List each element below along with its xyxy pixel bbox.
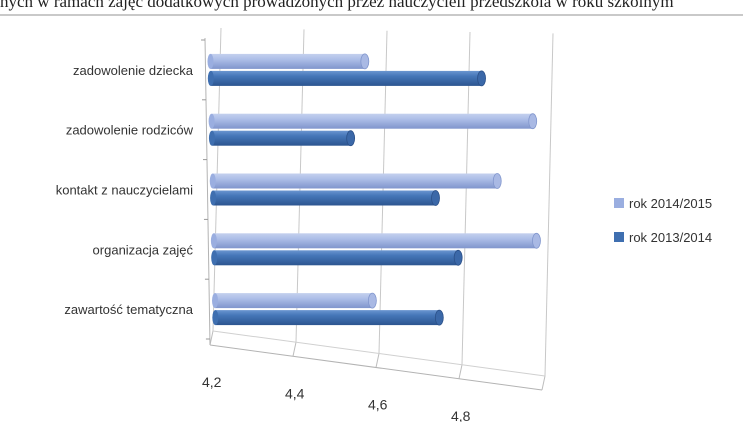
gridline-floor bbox=[292, 342, 297, 357]
page-header-strip: nych w ramach zajęć dodatkowych prowadzo… bbox=[0, 0, 743, 16]
bar bbox=[208, 130, 356, 147]
bar bbox=[207, 70, 486, 87]
category-label: organizacja zajęć bbox=[93, 242, 194, 257]
bar-end-cap bbox=[453, 249, 463, 266]
bar-body bbox=[210, 70, 482, 86]
bar-start-cap bbox=[207, 70, 214, 86]
legend-label: rok 2013/2014 bbox=[629, 229, 713, 245]
bar bbox=[209, 173, 502, 189]
x-tick-label: 5 bbox=[534, 419, 542, 422]
legend-item: rok 2013/2014 bbox=[614, 226, 712, 248]
bar-body bbox=[210, 53, 365, 69]
category-label: zawartość tematyczna bbox=[64, 302, 193, 317]
bar-end-cap bbox=[431, 190, 440, 206]
category-label: zadowolenie rodziców bbox=[66, 123, 194, 138]
bar-body bbox=[211, 113, 533, 129]
bar-end-cap bbox=[528, 113, 538, 130]
bar-start-cap bbox=[208, 130, 215, 146]
bar-start-cap bbox=[208, 113, 215, 129]
x-tick-label: 4,6 bbox=[368, 397, 388, 413]
gridline-floor bbox=[458, 364, 463, 379]
bar-end-cap bbox=[360, 53, 370, 70]
legend-label: rok 2014/2015 bbox=[629, 195, 713, 211]
bar bbox=[207, 53, 370, 70]
floor-front-edge bbox=[209, 344, 543, 391]
bar-end-cap bbox=[477, 70, 486, 87]
bar-body bbox=[214, 250, 459, 266]
floor-back-edge bbox=[212, 330, 546, 377]
bar-start-cap bbox=[209, 173, 216, 189]
gridline-floor bbox=[541, 375, 546, 391]
bar-end-cap bbox=[367, 292, 377, 309]
legend-item: rok 2014/2015 bbox=[614, 192, 712, 214]
bar bbox=[211, 249, 463, 266]
gridline bbox=[461, 32, 471, 365]
bar bbox=[212, 309, 444, 326]
x-tick-label: 4,2 bbox=[202, 374, 222, 390]
bar-body bbox=[215, 293, 373, 309]
bar-body bbox=[211, 130, 351, 146]
bar bbox=[210, 232, 541, 249]
gridline bbox=[544, 33, 554, 377]
gridline-floor bbox=[375, 353, 380, 368]
bar-body bbox=[213, 233, 537, 249]
x-tick-label: 4,4 bbox=[285, 385, 305, 401]
legend-swatch bbox=[614, 198, 624, 208]
bar bbox=[210, 190, 440, 206]
bar-body bbox=[215, 310, 440, 326]
header-text: nych w ramach zajęć dodatkowych prowadzo… bbox=[0, 0, 674, 11]
header-rule bbox=[0, 14, 743, 16]
bar-start-cap bbox=[212, 310, 219, 326]
bar-start-cap bbox=[210, 190, 217, 206]
category-label: kontakt z nauczycielami bbox=[56, 183, 193, 198]
category-axis bbox=[204, 37, 211, 346]
bar bbox=[208, 113, 538, 130]
legend-swatch bbox=[614, 232, 624, 242]
x-tick-label: 4,8 bbox=[451, 408, 471, 422]
bar-start-cap bbox=[211, 250, 218, 266]
bar-end-cap bbox=[532, 232, 541, 249]
category-label: zadowolenie dziecka bbox=[73, 63, 194, 78]
bar-end-cap bbox=[434, 309, 444, 326]
bar-start-cap bbox=[212, 293, 219, 309]
bar-end-cap bbox=[346, 130, 356, 147]
bar bbox=[212, 292, 377, 309]
bar-end-cap bbox=[492, 173, 502, 189]
bar-start-cap bbox=[210, 233, 217, 249]
bar-start-cap bbox=[207, 53, 214, 69]
gridline-floor bbox=[209, 330, 214, 346]
bar-body bbox=[213, 190, 436, 206]
legend: rok 2014/2015 rok 2013/2014 bbox=[614, 192, 712, 260]
bar-body bbox=[212, 173, 498, 189]
